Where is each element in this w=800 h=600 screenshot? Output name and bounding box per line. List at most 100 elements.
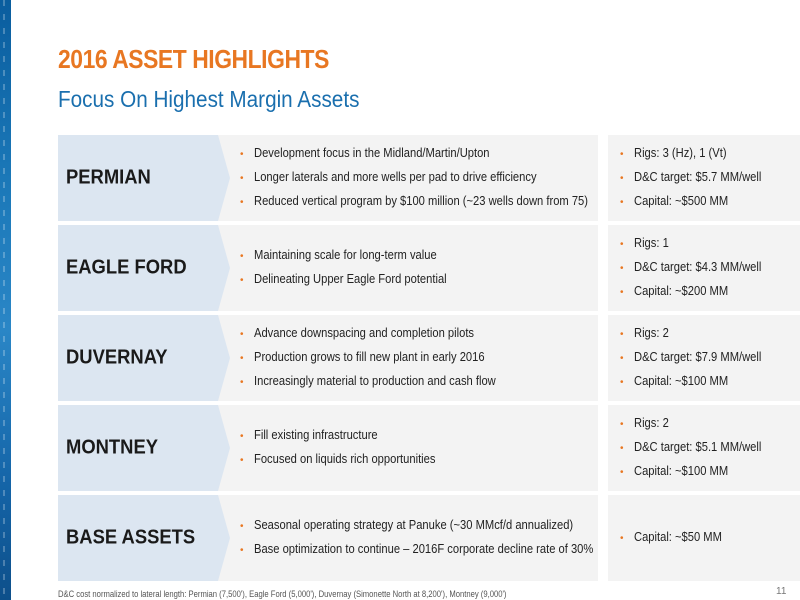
stat-text: Rigs: 1: [634, 235, 669, 250]
stat-item: • D&C target: $5.1 MM/well: [620, 436, 800, 460]
stat-item: • Rigs: 2: [620, 412, 800, 436]
page-title: 2016 ASSET HIGHLIGHTS: [58, 44, 329, 74]
asset-name: BASE ASSETS: [66, 526, 196, 549]
highlight-item: • Base optimization to continue – 2016F c…: [240, 538, 598, 562]
stat-item: • Capital: ~$500 MM: [620, 190, 800, 214]
bullet-icon: •: [620, 263, 624, 274]
bullet-icon: •: [620, 533, 624, 544]
bullet-icon: •: [240, 197, 244, 208]
asset-highlights-panel: • Development focus in the Midland/Martin…: [218, 135, 598, 221]
bullet-icon: •: [620, 419, 624, 430]
stat-item: • D&C target: $5.7 MM/well: [620, 166, 800, 190]
page-subtitle: Focus On Highest Margin Assets: [58, 86, 360, 112]
highlight-text: Production grows to fill new plant in ea…: [254, 349, 485, 364]
highlight-item: • Advance downspacing and completion pilo…: [240, 322, 598, 346]
asset-row: BASE ASSETS • Seasonal operating strategy …: [58, 495, 800, 581]
asset-highlights-panel: • Fill existing infrastructure • Focused on…: [218, 405, 598, 491]
stat-item: • Rigs: 2: [620, 322, 800, 346]
highlight-text: Delineating Upper Eagle Ford potential: [254, 271, 447, 286]
asset-stats-panel: • Rigs: 2 • D&C target: $7.9 MM/well • Capita…: [608, 315, 800, 401]
bullet-icon: •: [620, 287, 624, 298]
stat-text: Capital: ~$50 MM: [634, 529, 722, 544]
asset-row: MONTNEY • Fill existing infrastructure • Foc…: [58, 405, 800, 491]
footnote: D&C cost normalized to lateral length: P…: [58, 589, 507, 599]
stat-item: • Capital: ~$100 MM: [620, 460, 800, 484]
asset-highlights-panel: • Maintaining scale for long-term value • D…: [218, 225, 598, 311]
stat-item: • Rigs: 3 (Hz), 1 (Vt): [620, 142, 800, 166]
highlight-text: Fill existing infrastructure: [254, 427, 378, 442]
bullet-icon: •: [240, 455, 244, 466]
asset-label-box: BASE ASSETS: [58, 495, 218, 581]
asset-label-box: EAGLE FORD: [58, 225, 218, 311]
asset-name: DUVERNAY: [66, 346, 168, 369]
chevron-right-icon: [218, 225, 230, 311]
stat-text: Capital: ~$100 MM: [634, 463, 729, 478]
asset-label-box: PERMIAN: [58, 135, 218, 221]
bullet-icon: •: [240, 377, 244, 388]
stat-text: Capital: ~$200 MM: [634, 283, 729, 298]
stat-item: • Capital: ~$50 MM: [620, 526, 800, 550]
asset-label-box: DUVERNAY: [58, 315, 218, 401]
highlight-text: Longer laterals and more wells per pad t…: [254, 169, 537, 184]
highlight-item: • Maintaining scale for long-term value: [240, 244, 598, 268]
bullet-icon: •: [620, 197, 624, 208]
asset-stats-panel: • Rigs: 2 • D&C target: $5.1 MM/well • Capita…: [608, 405, 800, 491]
asset-row: EAGLE FORD • Maintaining scale for long-te…: [58, 225, 800, 311]
asset-name: EAGLE FORD: [66, 256, 187, 279]
highlight-text: Base optimization to continue – 2016F co…: [254, 541, 594, 556]
bullet-icon: •: [240, 173, 244, 184]
stat-text: Capital: ~$100 MM: [634, 373, 729, 388]
bullet-icon: •: [620, 149, 624, 160]
chevron-right-icon: [218, 135, 230, 221]
bullet-icon: •: [240, 251, 244, 262]
stat-text: D&C target: $5.7 MM/well: [634, 169, 762, 184]
stat-item: • D&C target: $7.9 MM/well: [620, 346, 800, 370]
bullet-icon: •: [620, 329, 624, 340]
highlight-text: Reduced vertical program by $100 million…: [254, 193, 589, 208]
chevron-right-icon: [218, 315, 230, 401]
bullet-icon: •: [240, 431, 244, 442]
highlight-item: • Delineating Upper Eagle Ford potential: [240, 268, 598, 292]
highlight-text: Advance downspacing and completion pilot…: [254, 325, 475, 340]
highlight-item: • Focused on liquids rich opportunities: [240, 448, 598, 472]
highlight-item: • Increasingly material to production and…: [240, 370, 598, 394]
bullet-icon: •: [620, 443, 624, 454]
bullet-icon: •: [240, 521, 244, 532]
page-number: 11: [776, 586, 787, 597]
highlight-item: • Seasonal operating strategy at Panuke (…: [240, 514, 598, 538]
asset-stats-panel: • Capital: ~$50 MM: [608, 495, 800, 581]
stat-item: • D&C target: $4.3 MM/well: [620, 256, 800, 280]
bullet-icon: •: [240, 149, 244, 160]
highlight-text: Focused on liquids rich opportunities: [254, 451, 436, 466]
bullet-icon: •: [620, 377, 624, 388]
highlight-item: • Production grows to fill new plant in e…: [240, 346, 598, 370]
asset-name: PERMIAN: [66, 166, 151, 189]
stat-text: D&C target: $4.3 MM/well: [634, 259, 762, 274]
side-accent-stripe: [0, 0, 11, 600]
bullet-icon: •: [240, 329, 244, 340]
asset-label-box: MONTNEY: [58, 405, 218, 491]
stat-text: Rigs: 2: [634, 415, 669, 430]
asset-row: PERMIAN • Development focus in the Midland…: [58, 135, 800, 221]
bullet-icon: •: [620, 173, 624, 184]
bullet-icon: •: [620, 467, 624, 478]
bullet-icon: •: [620, 353, 624, 364]
stat-text: D&C target: $7.9 MM/well: [634, 349, 762, 364]
bullet-icon: •: [620, 239, 624, 250]
highlight-text: Development focus in the Midland/Martin/…: [254, 145, 490, 160]
bullet-icon: •: [240, 275, 244, 286]
bullet-icon: •: [240, 353, 244, 364]
highlight-item: • Longer laterals and more wells per pad …: [240, 166, 598, 190]
highlight-item: • Development focus in the Midland/Martin…: [240, 142, 598, 166]
stat-text: D&C target: $5.1 MM/well: [634, 439, 762, 454]
asset-name: MONTNEY: [66, 436, 158, 459]
stat-text: Rigs: 2: [634, 325, 669, 340]
asset-row: DUVERNAY • Advance downspacing and complet…: [58, 315, 800, 401]
asset-stats-panel: • Rigs: 1 • D&C target: $4.3 MM/well • Capita…: [608, 225, 800, 311]
highlight-text: Increasingly material to production and …: [254, 373, 496, 388]
asset-stats-panel: • Rigs: 3 (Hz), 1 (Vt) • D&C target: $5.7 M…: [608, 135, 800, 221]
highlight-item: • Reduced vertical program by $100 millio…: [240, 190, 598, 214]
asset-highlights-panel: • Seasonal operating strategy at Panuke (…: [218, 495, 598, 581]
stat-item: • Rigs: 1: [620, 232, 800, 256]
stat-text: Rigs: 3 (Hz), 1 (Vt): [634, 145, 727, 160]
